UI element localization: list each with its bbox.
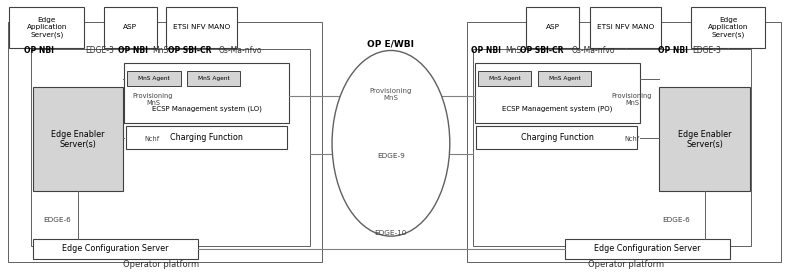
Text: EDGE-3: EDGE-3 — [85, 46, 114, 55]
Text: Provisioning
MnS: Provisioning MnS — [612, 93, 652, 106]
Text: Operator platform: Operator platform — [123, 260, 199, 269]
FancyBboxPatch shape — [104, 7, 157, 48]
Text: ETSI NFV MANO: ETSI NFV MANO — [173, 24, 230, 30]
Text: ECSP Management system (LO): ECSP Management system (LO) — [152, 106, 261, 112]
Text: OP SBI-CR: OP SBI-CR — [520, 46, 563, 55]
Text: MnS Agent: MnS Agent — [489, 76, 520, 81]
FancyBboxPatch shape — [126, 126, 287, 149]
Text: ASP: ASP — [123, 24, 137, 30]
FancyBboxPatch shape — [124, 63, 289, 123]
Text: Provisioning
MnS: Provisioning MnS — [133, 93, 173, 106]
FancyBboxPatch shape — [33, 87, 123, 191]
Text: ECSP Management system (PO): ECSP Management system (PO) — [502, 106, 612, 112]
Text: MnS: MnS — [152, 46, 169, 55]
Text: Nchf: Nchf — [624, 136, 640, 142]
FancyBboxPatch shape — [565, 239, 730, 259]
Text: OP E/WBI: OP E/WBI — [367, 39, 414, 48]
Text: Edge
Application
Server(s): Edge Application Server(s) — [708, 17, 748, 38]
Text: Edge
Application
Server(s): Edge Application Server(s) — [27, 17, 67, 38]
FancyBboxPatch shape — [691, 7, 765, 48]
FancyBboxPatch shape — [475, 63, 640, 123]
Text: Provisioning
MnS: Provisioning MnS — [370, 88, 412, 101]
Text: Charging Function: Charging Function — [170, 133, 243, 142]
FancyBboxPatch shape — [166, 7, 237, 48]
Text: Charging Function: Charging Function — [520, 133, 593, 142]
Text: OP NBI: OP NBI — [24, 46, 53, 55]
Text: OP NBI: OP NBI — [658, 46, 688, 55]
Text: Operator platform: Operator platform — [588, 260, 663, 269]
Text: OP NBI: OP NBI — [118, 46, 148, 55]
Text: EDGE-10: EDGE-10 — [374, 230, 407, 236]
Text: ASP: ASP — [546, 24, 560, 30]
Text: Edge Configuration Server: Edge Configuration Server — [594, 245, 701, 253]
Text: MnS Agent: MnS Agent — [198, 76, 229, 81]
Ellipse shape — [332, 51, 450, 236]
FancyBboxPatch shape — [526, 7, 579, 48]
Text: Os-Ma-nfvo: Os-Ma-nfvo — [571, 46, 615, 55]
Text: MnS: MnS — [506, 46, 522, 55]
Text: OP SBI-CR: OP SBI-CR — [168, 46, 211, 55]
Text: EDGE-6: EDGE-6 — [43, 217, 71, 223]
FancyBboxPatch shape — [31, 49, 310, 246]
Text: Os-Ma-nfvo: Os-Ma-nfvo — [218, 46, 261, 55]
Text: EDGE-3: EDGE-3 — [692, 46, 721, 55]
FancyBboxPatch shape — [127, 71, 181, 86]
FancyBboxPatch shape — [476, 126, 637, 149]
FancyBboxPatch shape — [467, 22, 781, 262]
FancyBboxPatch shape — [473, 49, 751, 246]
Text: Edge Enabler
Server(s): Edge Enabler Server(s) — [51, 129, 105, 149]
Text: Nchf: Nchf — [144, 136, 159, 142]
FancyBboxPatch shape — [538, 71, 591, 86]
Text: MnS Agent: MnS Agent — [549, 76, 580, 81]
Text: Edge Configuration Server: Edge Configuration Server — [62, 245, 169, 253]
Text: ETSI NFV MANO: ETSI NFV MANO — [597, 24, 654, 30]
FancyBboxPatch shape — [478, 71, 531, 86]
FancyBboxPatch shape — [33, 239, 198, 259]
FancyBboxPatch shape — [9, 7, 84, 48]
FancyBboxPatch shape — [187, 71, 240, 86]
FancyBboxPatch shape — [659, 87, 750, 191]
Text: EDGE-6: EDGE-6 — [662, 217, 689, 223]
Text: EDGE-9: EDGE-9 — [377, 153, 405, 159]
FancyBboxPatch shape — [590, 7, 661, 48]
Text: OP NBI: OP NBI — [471, 46, 501, 55]
FancyBboxPatch shape — [8, 22, 322, 262]
Text: Edge Enabler
Server(s): Edge Enabler Server(s) — [677, 129, 732, 149]
Text: MnS Agent: MnS Agent — [138, 76, 170, 81]
